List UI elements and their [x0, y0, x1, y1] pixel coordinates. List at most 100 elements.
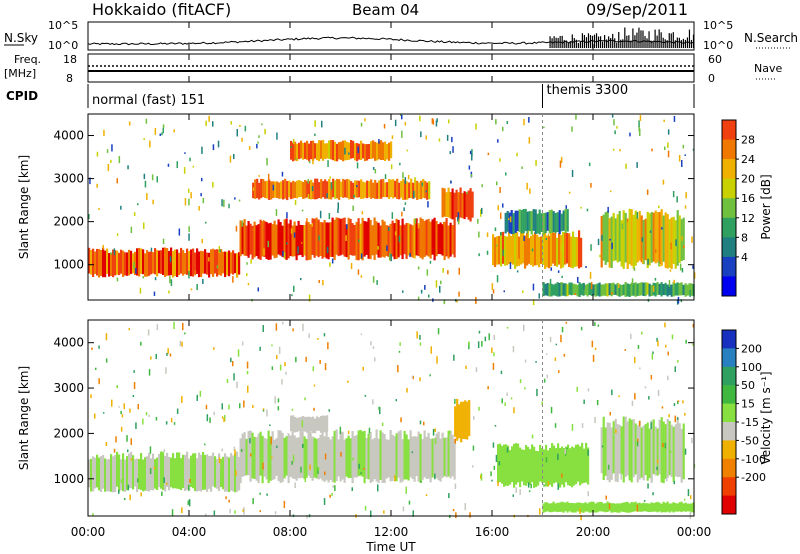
scatter-cell — [552, 501, 555, 512]
noise-cell — [616, 126, 618, 129]
scatter-cell — [269, 222, 272, 260]
noise-cell — [293, 139, 295, 145]
scatter-cell — [382, 142, 385, 160]
noise-cell — [547, 233, 550, 237]
noise-cell — [261, 123, 263, 126]
scatter-cell — [178, 452, 181, 490]
noise-cell — [205, 404, 208, 410]
noise-cell — [554, 423, 557, 428]
scatter-cell — [365, 221, 368, 255]
scatter-cell — [136, 248, 139, 276]
noise-cell — [516, 152, 518, 157]
scatter-cell — [298, 417, 301, 432]
noise-cell — [532, 299, 535, 306]
scatter-cell — [638, 282, 641, 296]
scatter-cell — [413, 218, 416, 259]
scatter-cell — [341, 431, 344, 480]
cpid-label: CPID — [6, 89, 38, 103]
noise-cell — [165, 421, 168, 425]
scatter-cell — [554, 213, 557, 233]
scatter-cell — [560, 235, 563, 269]
noise-cell — [526, 182, 528, 190]
scatter-cell — [341, 218, 344, 255]
noise-cell — [111, 399, 113, 407]
noise-cell — [586, 208, 589, 212]
scatter-cell — [401, 439, 404, 482]
scatter-cell — [574, 503, 577, 513]
scatter-cell — [331, 217, 334, 257]
noise-cell — [133, 261, 135, 270]
scatter-cell — [168, 250, 171, 276]
noise-cell — [394, 231, 397, 236]
nsky-tick-top: 10^5 — [48, 19, 78, 32]
noise-cell — [621, 223, 624, 230]
noise-cell — [196, 284, 198, 291]
scatter-cell — [351, 431, 354, 484]
scatter-cell — [562, 210, 565, 231]
scatter-cell — [457, 192, 460, 222]
colorbar-swatch — [722, 159, 736, 180]
noise-cell — [133, 370, 135, 373]
noise-cell — [438, 138, 441, 142]
scatter-cell — [658, 419, 661, 475]
noise-cell — [317, 338, 319, 340]
scatter-cell — [451, 434, 454, 477]
noise-cell — [213, 510, 216, 516]
scatter-cell — [315, 438, 318, 479]
scatter-cell — [536, 213, 539, 234]
scatter-cell — [642, 502, 645, 512]
noise-cell — [424, 285, 426, 290]
scatter-cell — [366, 144, 369, 161]
noise-cell — [480, 473, 483, 481]
noise-cell — [314, 133, 316, 136]
scatter-cell — [298, 180, 301, 198]
colorbar-tick-label: 16 — [741, 192, 755, 205]
noise-cell — [404, 202, 407, 205]
scatter-cell — [122, 250, 125, 277]
noise-cell — [442, 268, 444, 273]
scatter-cell — [312, 416, 315, 434]
noise-cell — [241, 137, 243, 142]
noise-cell — [305, 356, 307, 362]
noise-cell — [492, 289, 495, 294]
scatter-cell — [505, 444, 508, 486]
scatter-cell — [650, 284, 653, 296]
noise-cell — [133, 212, 136, 217]
noise-cell — [159, 133, 161, 136]
scatter-cell — [527, 446, 530, 484]
noise-cell — [363, 467, 365, 470]
noise-cell — [163, 477, 165, 483]
noise-cell — [401, 211, 403, 217]
noise-cell — [447, 459, 450, 463]
scatter-cell — [216, 249, 219, 277]
noise-cell — [521, 166, 523, 170]
scatter-cell — [466, 401, 469, 440]
scatter-cell — [374, 179, 377, 199]
scatter-cell — [192, 248, 195, 277]
scatter-cell — [232, 250, 235, 275]
scatter-cell — [322, 415, 325, 433]
scatter-cell — [320, 140, 323, 159]
scatter-cell — [324, 415, 327, 433]
scatter-cell — [128, 249, 131, 276]
noise-cell — [684, 498, 686, 501]
scatter-cell — [614, 418, 617, 482]
scatter-cell — [654, 283, 657, 297]
noise-cell — [549, 336, 552, 343]
scatter-cell — [630, 502, 633, 513]
scatter-cell — [208, 252, 211, 278]
scatter-cell — [346, 141, 349, 161]
scatter-cell — [453, 439, 456, 480]
noise-cell — [541, 401, 543, 406]
noise-cell — [449, 430, 451, 434]
noise-cell — [149, 140, 151, 148]
noise-cell — [127, 165, 129, 170]
noise-cell — [561, 244, 563, 252]
scatter-cell — [276, 181, 279, 198]
scatter-cell — [624, 282, 627, 297]
scatter-cell — [304, 180, 307, 199]
scatter-cell — [144, 253, 147, 277]
scatter-cell — [291, 225, 294, 257]
noise-cell — [546, 353, 548, 355]
noise-cell — [535, 159, 537, 166]
